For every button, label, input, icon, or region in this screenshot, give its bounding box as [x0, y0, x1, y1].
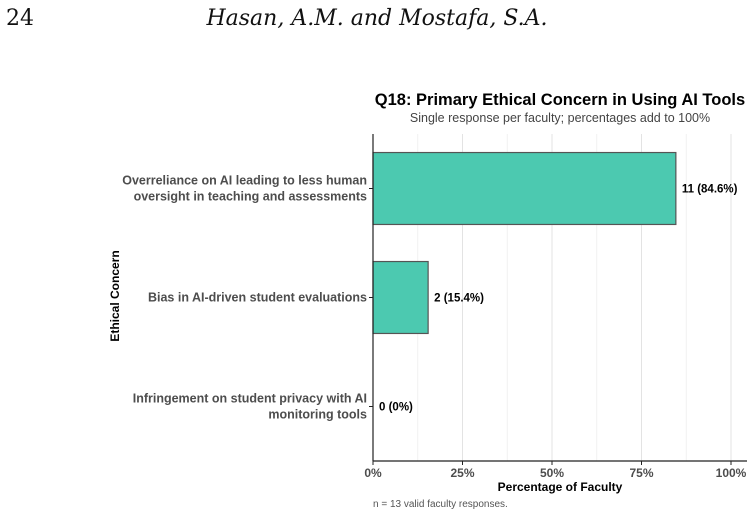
- category-label: Bias in AI-driven student evaluations: [148, 291, 367, 305]
- x-axis-title: Percentage of Faculty: [498, 480, 623, 494]
- x-tick-label: 100%: [716, 466, 747, 480]
- x-tick-label: 25%: [450, 466, 474, 480]
- chart-subtitle: Single response per faculty; percentages…: [410, 111, 710, 125]
- axes: Overreliance on AI leading to less human…: [122, 134, 747, 480]
- data-label: 0 (0%): [379, 402, 413, 414]
- x-tick-label: 50%: [540, 466, 564, 480]
- chart-caption: n = 13 valid faculty responses.: [373, 499, 508, 510]
- bars: 11 (84.6%) 2 (15.4%) 0 (0%): [372, 151, 738, 414]
- y-axis-title: Ethical Concern: [108, 250, 122, 341]
- bar: [372, 151, 677, 226]
- bar: [372, 260, 429, 335]
- data-label: 2 (15.4%): [434, 293, 484, 305]
- x-tick-label: 0%: [364, 466, 382, 480]
- page-header: 24 Hasan, A.M. and Mostafa, S.A.: [0, 0, 754, 40]
- x-tick-label: 75%: [629, 466, 653, 480]
- chart-title: Q18: Primary Ethical Concern in Using AI…: [375, 91, 745, 109]
- running-head: Hasan, A.M. and Mostafa, S.A.: [206, 6, 548, 31]
- category-label: Overreliance on AI leading to less human…: [122, 174, 367, 204]
- category-label: Infringement on student privacy with AI m…: [133, 392, 367, 422]
- data-label: 11 (84.6%): [682, 184, 738, 196]
- page-number: 24: [6, 6, 34, 31]
